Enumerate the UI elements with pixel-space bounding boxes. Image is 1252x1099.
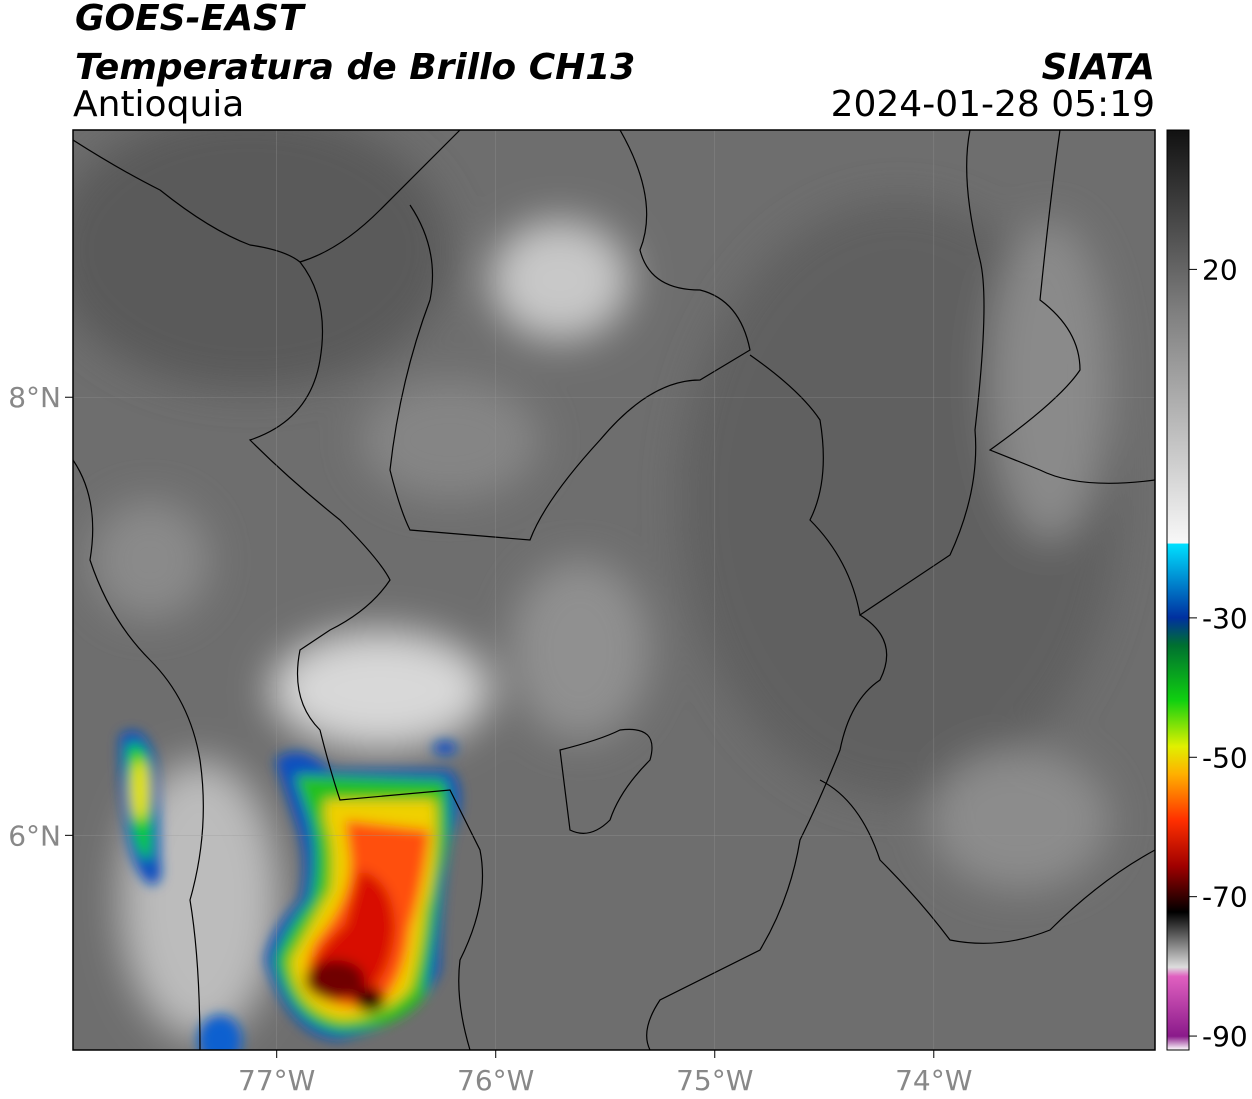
subtitle: Temperatura de Brillo CH13 (75, 47, 635, 88)
colorbar (1166, 129, 1190, 1051)
graticule (73, 130, 1155, 1050)
cloud-texture (73, 130, 1120, 1040)
datetime: 2024-01-28 05:19 (831, 84, 1155, 125)
x-tick-label: 74°W (895, 1064, 972, 1097)
colorbar-tick-label: -50 (1202, 741, 1248, 774)
y-tick-label: 6°N (8, 819, 61, 852)
map-frame (72, 129, 1156, 1051)
colorbar-tick-label: 20 (1202, 253, 1238, 286)
colorbar-tick-label: -30 (1202, 602, 1248, 635)
colorbar-tick-label: -90 (1202, 1020, 1248, 1053)
convective-storm (119, 730, 460, 1050)
source: SIATA (1042, 47, 1155, 88)
x-tick-label: 75°W (676, 1064, 753, 1097)
colorbar-tick-label: -70 (1202, 881, 1248, 914)
x-tick-label: 77°W (238, 1064, 315, 1097)
x-tick-label: 76°W (457, 1064, 534, 1097)
title: GOES-EAST (75, 0, 306, 39)
region: Antioquia (73, 84, 244, 125)
y-tick-label: 8°N (8, 381, 61, 414)
map-image (73, 130, 1155, 1050)
